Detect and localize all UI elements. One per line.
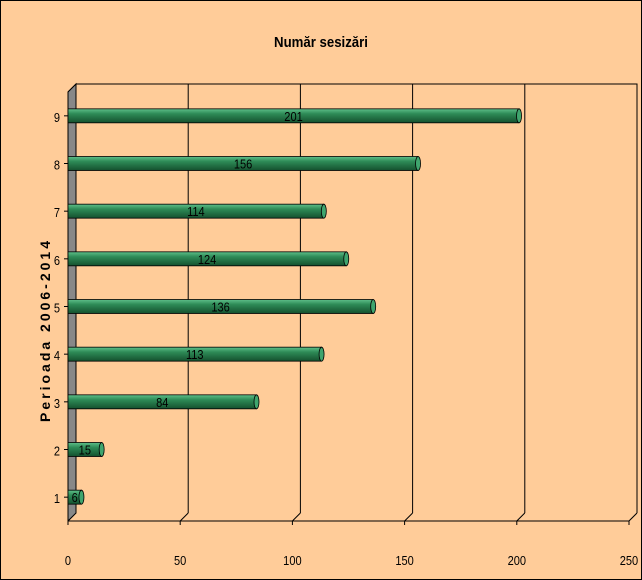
bar-end-cap xyxy=(370,299,377,314)
x-gridline-floor xyxy=(628,512,638,522)
x-tick-label: 150 xyxy=(395,553,414,568)
y-tick-label: 5 xyxy=(54,301,60,316)
bar-end-cap xyxy=(78,489,85,505)
chart-title: Număr sesizări xyxy=(274,34,368,51)
data-label: 113 xyxy=(186,347,204,362)
x-tick-label: 200 xyxy=(508,553,527,568)
x-gridline-floor xyxy=(292,512,301,522)
x-gridline-floor xyxy=(516,512,526,522)
y-tick-label: 9 xyxy=(54,110,60,125)
x-gridline-floor xyxy=(404,512,413,522)
bar-end-cap xyxy=(253,394,260,410)
x-tick-label: 100 xyxy=(283,553,302,568)
data-label: 136 xyxy=(211,300,230,315)
bar-end-cap xyxy=(516,108,522,124)
data-label: 124 xyxy=(198,252,217,267)
x-tick-label: 0 xyxy=(65,553,71,568)
x-tick-label: 50 xyxy=(174,553,187,568)
y-tick-label: 2 xyxy=(54,444,60,459)
data-label: 156 xyxy=(234,157,253,172)
x-tick-label: 250 xyxy=(620,553,639,568)
y-tick-label: 4 xyxy=(54,348,60,363)
data-label: 114 xyxy=(187,204,205,219)
data-label: 201 xyxy=(284,109,303,124)
bar-end-cap xyxy=(343,251,350,267)
plot-back-wall xyxy=(67,83,638,513)
data-label: 84 xyxy=(156,395,169,410)
y-tick-label: 3 xyxy=(54,396,60,411)
bar-end-cap xyxy=(318,346,325,362)
data-label: 6 xyxy=(72,490,78,505)
data-label: 15 xyxy=(79,443,92,458)
y-tick-label: 1 xyxy=(54,491,60,506)
bar-end-cap xyxy=(415,156,421,171)
bar-end-cap xyxy=(320,203,327,219)
y-axis-title: Perioada 2006-2014 xyxy=(37,238,53,422)
x-gridline-floor xyxy=(179,512,189,522)
y-tick-label: 8 xyxy=(54,158,60,173)
y-tick-label: 6 xyxy=(54,253,60,268)
bar-end-cap xyxy=(98,442,105,457)
y-tick-label: 7 xyxy=(54,205,60,220)
